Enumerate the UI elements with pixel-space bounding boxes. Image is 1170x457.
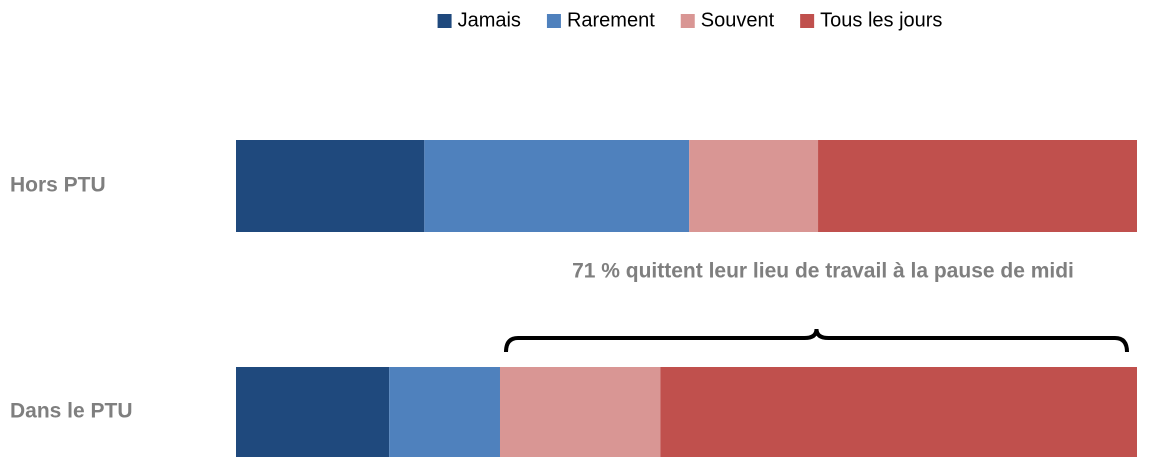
bar-segment: [389, 367, 500, 457]
legend-label: Jamais: [458, 9, 521, 31]
bar-segment: [689, 140, 819, 232]
legend-swatch: [437, 14, 452, 28]
bar-segment: [424, 140, 690, 232]
category-label: Hors PTU: [10, 174, 106, 197]
bar-segment: [818, 140, 1137, 232]
legend-swatch: [546, 14, 561, 28]
bar-segment: [660, 367, 1137, 457]
legend-swatch: [680, 14, 695, 28]
brace: [503, 328, 1129, 353]
legend-label: Tous les jours: [820, 9, 942, 31]
legend-label: Rarement: [567, 9, 655, 31]
annotation: 71 % quittent leur lieu de travail à la …: [572, 260, 1074, 283]
bar-segment: [499, 367, 661, 457]
bar-segment: [236, 367, 390, 457]
legend-swatch: [800, 14, 815, 28]
category-label: Dans le PTU: [10, 400, 133, 423]
bar-segment: [236, 140, 425, 232]
legend-label: Souvent: [701, 9, 775, 31]
